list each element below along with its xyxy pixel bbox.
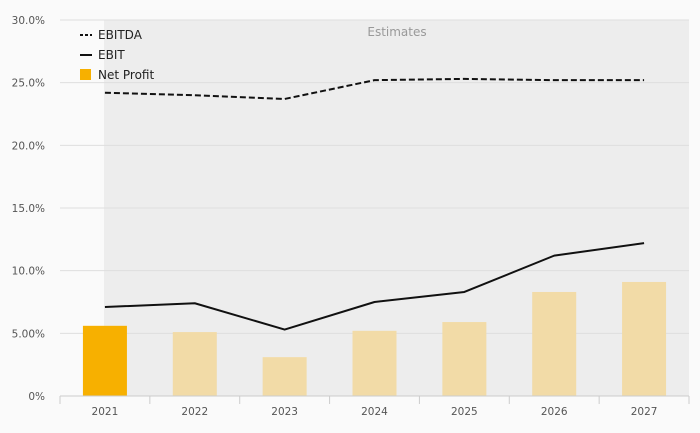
y-tick-label: 15.0% bbox=[12, 203, 45, 215]
axes: 0% 5.00% 10.0% 15.0% 20.0% 25.0% 30.0% 2021 2022… bbox=[12, 15, 690, 418]
y-tick-label: 30.0% bbox=[12, 15, 45, 27]
legend-label-ebitda: EBITDA bbox=[98, 28, 143, 42]
ebit-line bbox=[104, 242, 645, 331]
net-profit-bar bbox=[82, 325, 127, 396]
legend-swatch-net-profit bbox=[80, 69, 91, 80]
net-profit-bars bbox=[82, 281, 667, 396]
net-profit-bar bbox=[352, 330, 397, 396]
y-tick-label: 25.0% bbox=[12, 78, 45, 90]
y-tick-label: 10.0% bbox=[12, 266, 45, 278]
estimates-label: Estimates bbox=[367, 25, 426, 39]
legend: EBITDA EBIT Net Profit bbox=[80, 28, 154, 82]
x-tick-label: 2022 bbox=[181, 406, 208, 418]
net-profit-bar bbox=[622, 281, 667, 396]
net-profit-bar bbox=[442, 322, 487, 396]
net-profit-bar bbox=[262, 357, 307, 396]
legend-label-net-profit: Net Profit bbox=[98, 68, 154, 82]
y-tick-label: 5.00% bbox=[12, 328, 45, 340]
x-tick-label: 2021 bbox=[92, 406, 119, 418]
net-profit-bar bbox=[532, 291, 577, 396]
x-tick-label: 2023 bbox=[271, 406, 298, 418]
x-tick-label: 2024 bbox=[361, 406, 388, 418]
x-tick-label: 2025 bbox=[451, 406, 478, 418]
net-profit-bar bbox=[172, 332, 217, 396]
ebitda-line bbox=[104, 77, 645, 100]
y-tick-label: 20.0% bbox=[12, 140, 45, 152]
y-tick-label: 0% bbox=[28, 391, 45, 403]
x-tick-label: 2027 bbox=[631, 406, 658, 418]
x-tick-label: 2026 bbox=[541, 406, 568, 418]
gridlines bbox=[60, 19, 689, 334]
line-series bbox=[104, 77, 645, 331]
legend-label-ebit: EBIT bbox=[98, 48, 125, 62]
